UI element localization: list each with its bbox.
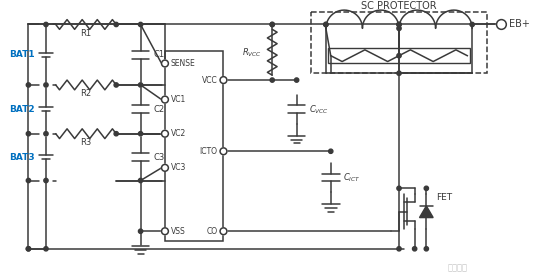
Circle shape — [162, 130, 168, 137]
Text: 熊猫器件: 熊猫器件 — [448, 264, 468, 273]
Circle shape — [294, 78, 299, 82]
Circle shape — [44, 178, 48, 183]
Circle shape — [162, 164, 168, 171]
Circle shape — [397, 186, 401, 190]
Circle shape — [162, 60, 168, 67]
Text: C3: C3 — [153, 153, 164, 162]
Text: SENSE: SENSE — [171, 59, 196, 68]
Circle shape — [324, 22, 328, 27]
Circle shape — [397, 53, 401, 58]
Circle shape — [26, 247, 31, 251]
Circle shape — [139, 83, 142, 87]
Circle shape — [44, 132, 48, 136]
Circle shape — [162, 228, 168, 235]
Text: FET: FET — [436, 193, 452, 202]
Circle shape — [139, 132, 142, 136]
Circle shape — [139, 178, 142, 183]
Circle shape — [114, 22, 118, 27]
Circle shape — [44, 247, 48, 251]
Circle shape — [397, 26, 401, 31]
Circle shape — [114, 83, 118, 87]
Text: ICTO: ICTO — [200, 147, 218, 156]
Text: $C_{ICT}$: $C_{ICT}$ — [343, 171, 361, 184]
Circle shape — [220, 148, 227, 155]
Circle shape — [270, 22, 274, 27]
Text: R1: R1 — [80, 29, 91, 38]
Text: BAT2: BAT2 — [9, 105, 34, 114]
Text: $C_{VCC}$: $C_{VCC}$ — [309, 103, 329, 116]
Circle shape — [220, 228, 227, 235]
Circle shape — [397, 22, 401, 27]
Circle shape — [44, 22, 48, 27]
Text: C1: C1 — [153, 50, 164, 59]
Circle shape — [497, 20, 507, 29]
Text: VCC: VCC — [202, 76, 218, 85]
Text: BAT1: BAT1 — [9, 50, 34, 59]
Bar — [328, 48, 470, 64]
Polygon shape — [420, 206, 433, 218]
Circle shape — [162, 96, 168, 103]
Circle shape — [424, 186, 428, 190]
Text: BAT3: BAT3 — [9, 153, 34, 162]
Text: VSS: VSS — [171, 227, 185, 236]
Text: CO: CO — [206, 227, 218, 236]
Circle shape — [220, 77, 227, 83]
Circle shape — [26, 83, 31, 87]
Circle shape — [26, 132, 31, 136]
Circle shape — [44, 83, 48, 87]
Circle shape — [397, 22, 401, 27]
Circle shape — [270, 22, 274, 27]
Circle shape — [114, 132, 118, 136]
Circle shape — [412, 247, 417, 251]
Text: R3: R3 — [80, 138, 92, 147]
Circle shape — [328, 149, 333, 153]
Text: VC2: VC2 — [171, 129, 186, 138]
Text: VC1: VC1 — [171, 95, 186, 104]
Text: VC3: VC3 — [171, 163, 186, 172]
Circle shape — [470, 22, 474, 27]
Circle shape — [26, 247, 31, 251]
Circle shape — [139, 22, 142, 27]
Bar — [311, 12, 487, 73]
Circle shape — [270, 78, 274, 82]
Text: R2: R2 — [80, 89, 91, 98]
Bar — [165, 51, 223, 241]
Circle shape — [139, 229, 142, 234]
Text: $R_{VCC}$: $R_{VCC}$ — [243, 46, 262, 59]
Text: SC PROTECTOR: SC PROTECTOR — [361, 1, 437, 11]
Text: EB+: EB+ — [509, 20, 530, 29]
Circle shape — [324, 22, 328, 27]
Circle shape — [424, 247, 428, 251]
Circle shape — [397, 71, 401, 75]
Text: C2: C2 — [153, 105, 164, 114]
Circle shape — [26, 178, 31, 183]
Circle shape — [397, 247, 401, 251]
